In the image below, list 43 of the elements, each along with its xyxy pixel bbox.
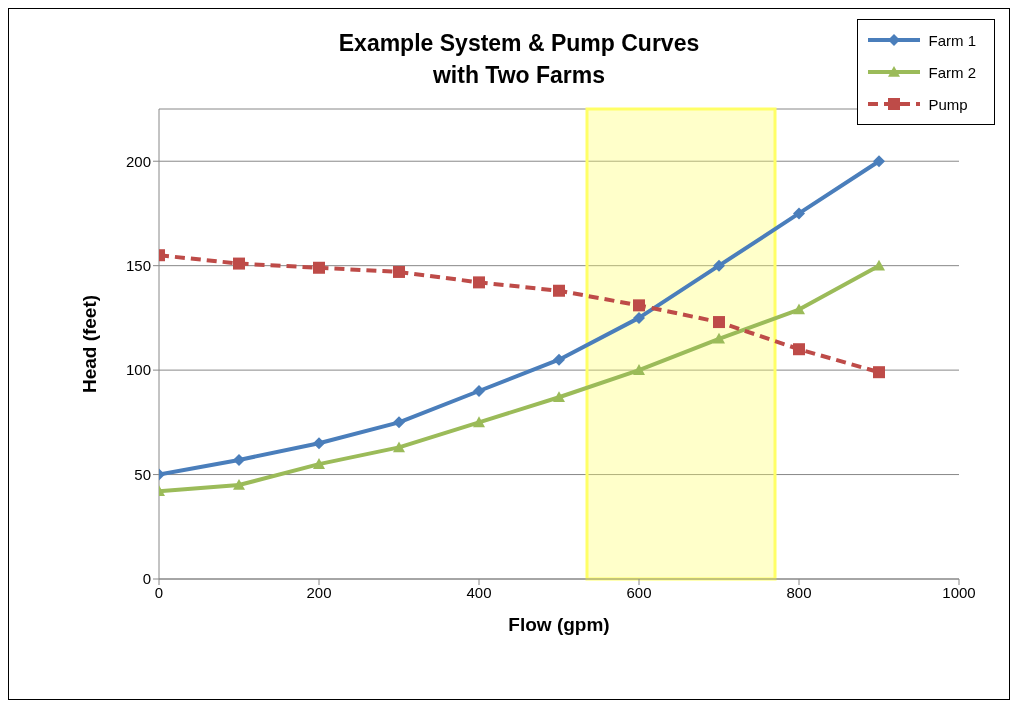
x-axis-title: Flow (gpm) — [508, 614, 610, 635]
point — [713, 259, 725, 272]
point — [873, 366, 885, 379]
point — [873, 155, 885, 168]
point — [713, 332, 725, 344]
point — [633, 299, 645, 312]
point — [233, 257, 245, 270]
point — [313, 437, 325, 450]
point — [713, 316, 725, 329]
chart-title: Example System & Pump Curves with Two Farms — [337, 29, 701, 90]
point — [233, 479, 245, 490]
point — [793, 207, 805, 220]
x-tick-label: 800 — [786, 583, 812, 601]
point — [473, 416, 485, 428]
point — [553, 284, 565, 297]
legend-label: Farm 1 — [928, 31, 976, 49]
legend-label: Pump — [928, 95, 968, 113]
x-tick-label: 400 — [466, 583, 492, 601]
point — [633, 311, 645, 324]
y-tick-label: 150 — [125, 256, 151, 274]
point — [793, 343, 805, 356]
point — [393, 416, 405, 429]
y-tick-label: 0 — [142, 570, 151, 588]
x-tick-label: 600 — [626, 583, 652, 601]
legend-label: Farm 2 — [928, 63, 976, 81]
point — [473, 276, 485, 289]
point — [473, 385, 485, 397]
x-tick-label: 1000 — [942, 583, 976, 601]
y-axis-title: Head (feet) — [78, 294, 100, 394]
point — [393, 441, 405, 453]
y-tick-label: 200 — [125, 152, 151, 170]
point — [393, 265, 405, 278]
point — [313, 261, 325, 274]
point — [633, 364, 645, 375]
point — [553, 391, 565, 403]
y-tick-label: 100 — [125, 361, 151, 379]
point — [793, 303, 805, 315]
x-tick-label: 0 — [154, 583, 164, 601]
point — [313, 458, 325, 469]
point — [553, 353, 565, 366]
y-tick-label: 50 — [134, 465, 151, 483]
x-tick-label: 200 — [306, 583, 332, 601]
point — [233, 453, 245, 466]
